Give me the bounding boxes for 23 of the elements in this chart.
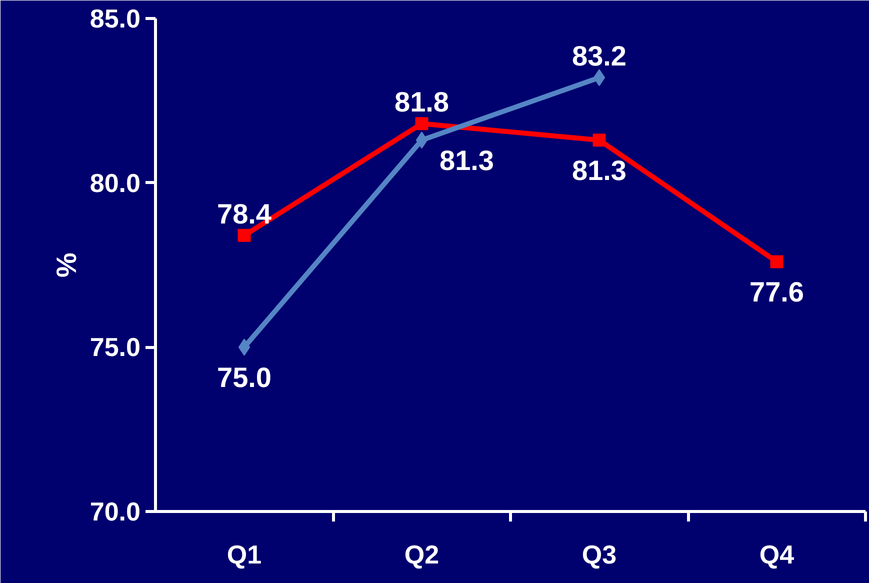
data-label: 78.4 — [217, 198, 272, 230]
x-tick-label: Q3 — [582, 540, 617, 570]
point — [592, 134, 606, 147]
point — [238, 228, 251, 242]
point — [416, 132, 428, 149]
y-tick-label: 75.0 — [90, 332, 141, 362]
y-tick-label: 80.0 — [90, 168, 141, 198]
data-label: 81.3 — [440, 145, 494, 176]
point — [238, 338, 250, 356]
y-axis-title: % — [50, 252, 82, 278]
y-tick-label: 70.0 — [90, 496, 141, 526]
point — [593, 69, 606, 86]
x-tick-label: Q1 — [226, 540, 262, 570]
data-label: 83.2 — [572, 40, 626, 72]
point — [770, 255, 784, 268]
x-tick-label: Q4 — [759, 540, 795, 570]
point — [415, 117, 428, 130]
data-label: 75.0 — [217, 362, 272, 394]
x-tick-label: Q2 — [404, 540, 440, 570]
data-label: 77.6 — [750, 276, 804, 308]
data-label: 81.8 — [394, 86, 449, 118]
y-tick-label: 85.0 — [90, 4, 141, 34]
data-label: 81.3 — [572, 155, 626, 186]
